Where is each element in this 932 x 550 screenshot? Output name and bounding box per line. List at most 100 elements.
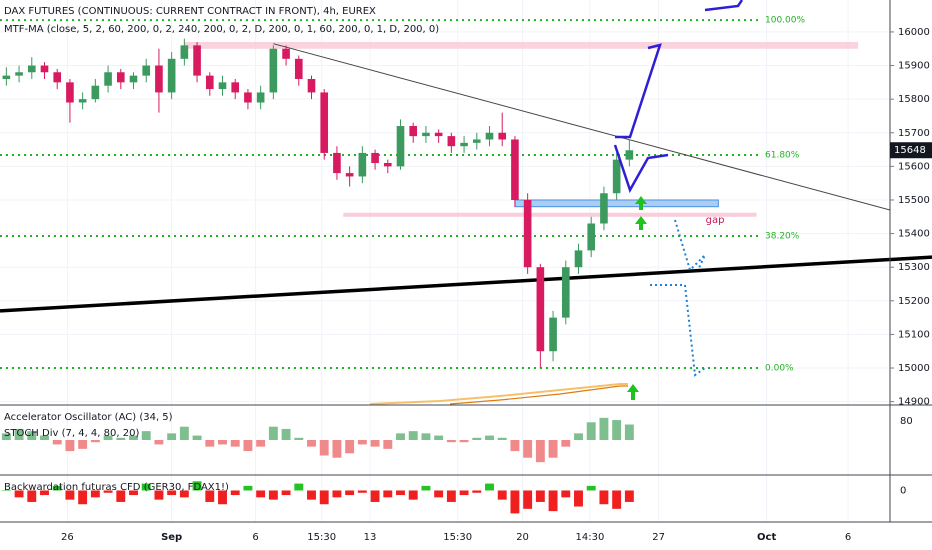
y-tick-label: 15900 [898, 61, 930, 72]
indicator-bar [497, 437, 507, 440]
y-tick-label: 15300 [898, 262, 930, 273]
candle-body [104, 72, 112, 86]
indicator-bar [434, 490, 444, 498]
indicator-bar [485, 483, 494, 491]
indicator-bar [154, 440, 164, 445]
indicator-bar [40, 490, 49, 496]
candle-body [218, 82, 227, 90]
x-tick-label: 20 [516, 532, 529, 543]
indicator-bar [434, 435, 444, 440]
indicator-bar [179, 426, 189, 440]
candle-body [447, 136, 456, 147]
indicator-bar [27, 490, 37, 502]
indicator-bar [319, 440, 329, 456]
indicator-bar [141, 483, 151, 491]
indicator-bar [421, 433, 431, 440]
indicator-bar [586, 422, 596, 440]
indicator-bar [574, 490, 583, 507]
indicator-bar [192, 481, 202, 491]
indicator-bar [167, 490, 177, 496]
indicator-bar [510, 440, 520, 452]
price-badge [890, 142, 932, 159]
indicator-bar [421, 485, 431, 491]
y-tick-label: 15700 [898, 128, 930, 139]
indicator-bar [535, 440, 545, 463]
x-tick-label: 13 [364, 532, 377, 543]
indicator-bar [370, 490, 380, 502]
indicator-bar [599, 490, 609, 505]
candle-body [498, 132, 507, 140]
projection-arrow [613, 144, 669, 194]
candle-body [91, 85, 100, 100]
candle-body [142, 65, 151, 76]
x-tick-label: 6 [845, 532, 851, 543]
indicator-bar [78, 440, 88, 449]
candle-body [269, 48, 278, 93]
indicator-bar [383, 490, 393, 498]
projection-path [650, 284, 706, 377]
y-tick-label: 15800 [898, 94, 930, 105]
indicator-bar [27, 431, 37, 440]
candle-body [511, 139, 519, 200]
indicator-bar [268, 426, 278, 440]
indicator-bar [370, 440, 380, 447]
indicator-bar [624, 490, 634, 502]
candle-body [244, 92, 252, 103]
indicator-bar [205, 440, 215, 447]
price-badge-label: 15648 [894, 145, 926, 156]
indicator-bar [523, 490, 533, 509]
candle-body [345, 173, 354, 177]
indicator-bar [624, 424, 634, 440]
indicator-bar [307, 490, 316, 500]
indicator-bar [485, 435, 494, 440]
indicator-bar [408, 431, 418, 440]
trend-line [273, 43, 891, 211]
indicator-bar [281, 490, 291, 496]
indicator-bar [90, 490, 100, 498]
candle-body [180, 45, 189, 59]
indicator-bar [548, 440, 558, 458]
indicator-bar [345, 440, 355, 454]
indicator-bar [357, 440, 367, 445]
x-tick-label: 15:30 [443, 532, 472, 543]
pane-scale-label: 0 [900, 485, 906, 496]
indicator-bar [472, 437, 482, 440]
x-tick-label: 27 [652, 532, 665, 543]
indicator-bar [612, 420, 622, 440]
indicator-bar [167, 433, 177, 440]
chart-subtitle: MTF-MA (close, 5, 2, 60, 200, 0, 2, 240,… [4, 24, 439, 35]
signal-arrow [635, 196, 647, 210]
y-tick-label: 15000 [898, 363, 930, 374]
indicator-bar [256, 440, 266, 447]
candle-body [472, 139, 481, 143]
support-line [0, 255, 932, 313]
supply-zone [184, 42, 859, 49]
candle-body [53, 72, 62, 83]
candle-body [625, 150, 634, 160]
indicator-bar [218, 440, 227, 445]
indicator-bar [523, 440, 533, 458]
candle-body [40, 65, 49, 73]
candle-body [307, 78, 316, 93]
candle-body [549, 317, 557, 352]
indicator-bar [14, 490, 24, 498]
candle-body [231, 82, 240, 93]
signal-arrow [627, 384, 639, 400]
indicator-bar [205, 490, 215, 502]
indicator-bar [116, 437, 126, 440]
y-tick-label: 16000 [898, 27, 930, 38]
fib-label: 100.00% [765, 16, 805, 26]
pane-title: STOCH Div (7, 4, 4, 80, 20) [4, 428, 139, 439]
indicator-bar [561, 440, 571, 447]
fib-label: 0.00% [765, 364, 794, 374]
candle-body [574, 250, 583, 268]
projection-arrow [615, 43, 662, 139]
y-tick-label: 15600 [898, 161, 930, 172]
candle-body [282, 48, 290, 59]
candle-body [205, 75, 214, 90]
indicator-bar [396, 433, 405, 440]
indicator-bar [103, 435, 113, 440]
x-tick-label: Oct [757, 532, 776, 543]
indicator-bar [345, 490, 355, 496]
indicator-bar [129, 490, 138, 496]
